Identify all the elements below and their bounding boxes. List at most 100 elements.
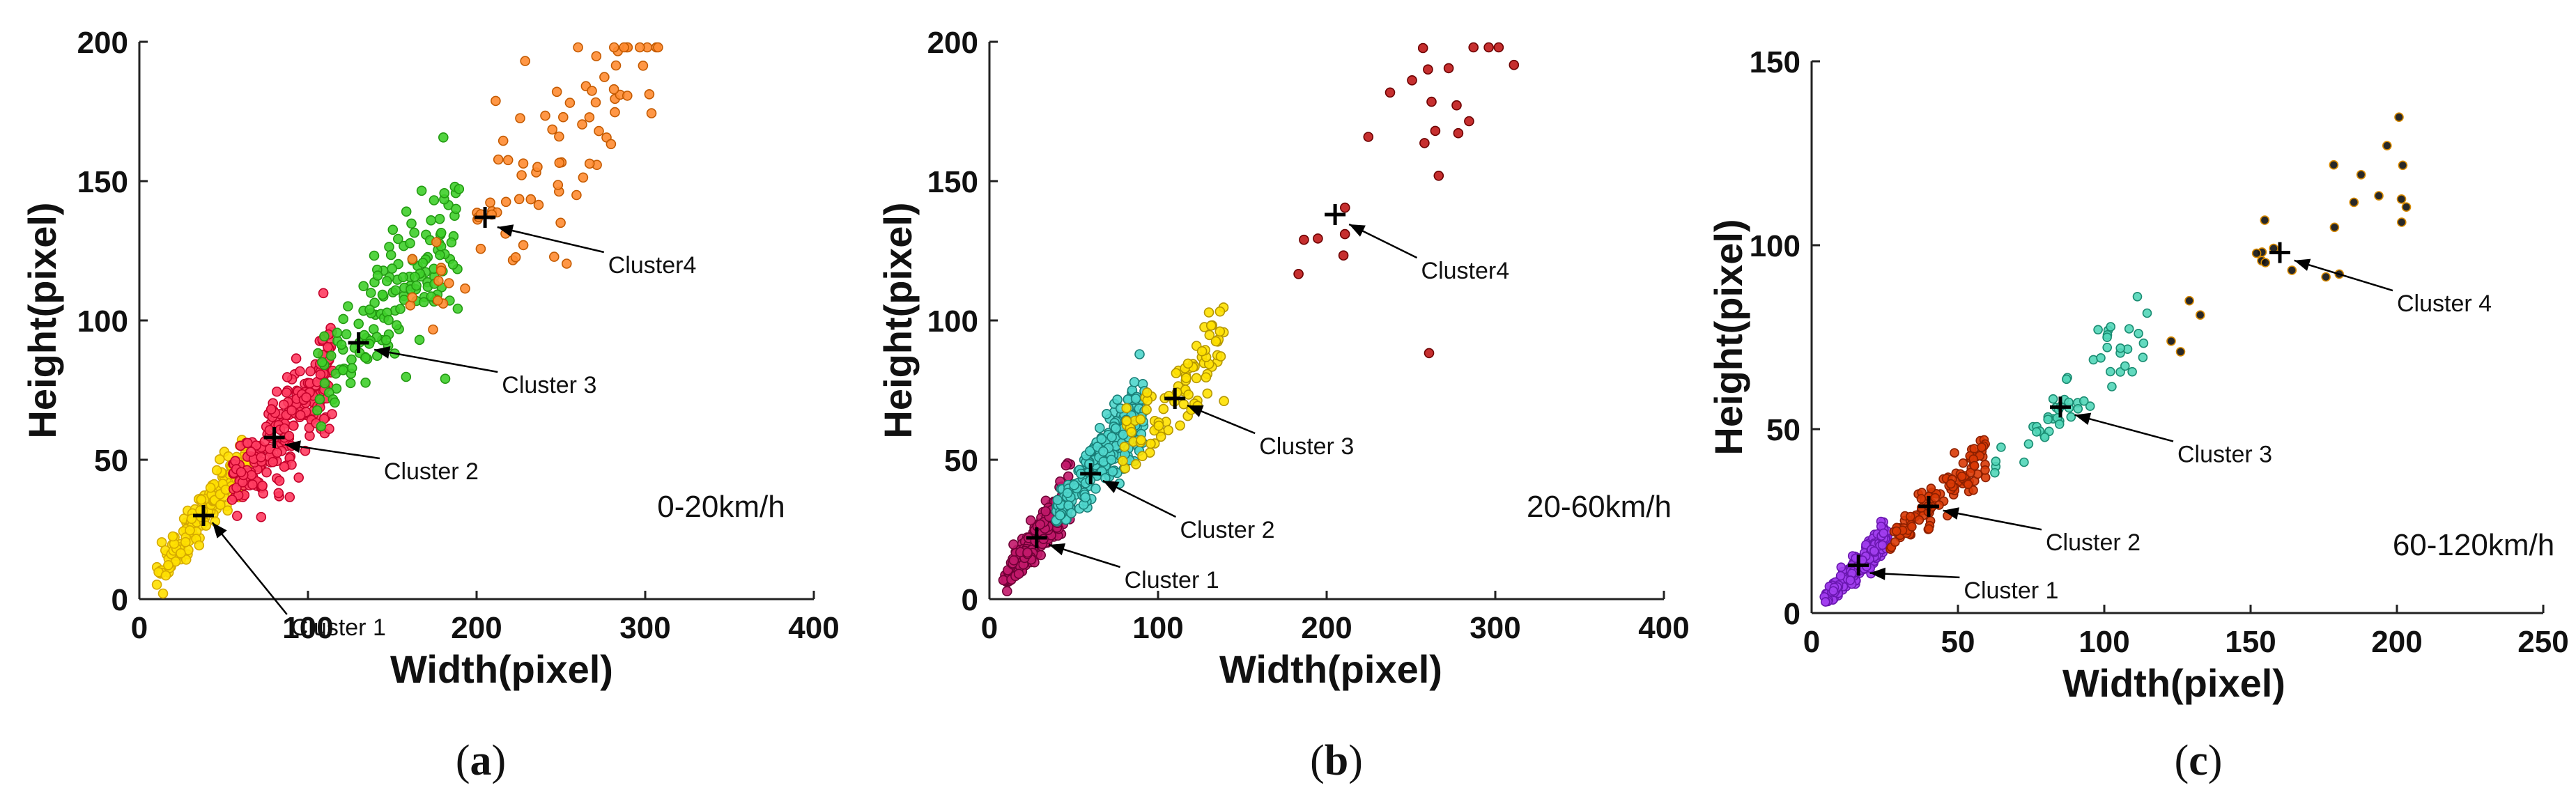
cluster-annotation: Cluster 3 bbox=[1187, 404, 1354, 460]
data-point bbox=[1163, 425, 1173, 435]
data-point bbox=[2396, 194, 2407, 204]
x-tick-label: 300 bbox=[619, 611, 670, 645]
data-point bbox=[226, 495, 238, 505]
annotation-label: Cluster4 bbox=[608, 252, 697, 279]
cluster-2-points bbox=[226, 288, 338, 522]
annotation-label: Cluster 2 bbox=[1180, 517, 1274, 543]
data-point bbox=[1130, 393, 1141, 404]
x-tick-label: 100 bbox=[282, 611, 333, 645]
data-point bbox=[2260, 258, 2270, 268]
data-point bbox=[447, 259, 458, 270]
centroid-marker bbox=[1026, 527, 1047, 548]
y-axis-label: Height(pixel) bbox=[876, 202, 920, 438]
data-point bbox=[1468, 42, 1479, 53]
data-point bbox=[2085, 401, 2095, 411]
y-tick-label: 150 bbox=[77, 165, 128, 199]
data-point bbox=[1293, 268, 1304, 279]
cluster-annotation: Cluster 2 bbox=[1102, 479, 1275, 543]
panel-label: (a) bbox=[456, 737, 506, 784]
arrow-head bbox=[1049, 543, 1066, 556]
data-point bbox=[316, 357, 327, 368]
data-point bbox=[491, 95, 501, 107]
data-point bbox=[1142, 387, 1152, 398]
data-point bbox=[273, 488, 284, 499]
data-point bbox=[1204, 330, 1215, 341]
data-point bbox=[358, 281, 369, 292]
data-point bbox=[180, 554, 192, 565]
arrow-head bbox=[1187, 405, 1204, 417]
data-point bbox=[551, 86, 562, 98]
centroid-marker bbox=[2050, 396, 2071, 418]
x-axis-label: Width(pixel) bbox=[1219, 647, 1442, 691]
data-point bbox=[606, 139, 617, 150]
data-point bbox=[2321, 272, 2331, 282]
data-point bbox=[2043, 414, 2053, 424]
data-point bbox=[435, 265, 447, 276]
data-point bbox=[452, 303, 463, 314]
data-point bbox=[318, 288, 329, 299]
y-tick-label: 100 bbox=[927, 304, 978, 339]
data-point bbox=[428, 324, 438, 335]
data-point bbox=[398, 272, 408, 283]
data-point bbox=[429, 195, 440, 206]
data-point bbox=[1968, 485, 1978, 495]
data-point bbox=[360, 352, 371, 363]
data-point bbox=[1202, 388, 1213, 399]
centroid-marker bbox=[263, 427, 285, 448]
x-tick-label: 100 bbox=[1132, 611, 1183, 645]
data-point bbox=[1136, 435, 1146, 446]
data-point bbox=[2356, 170, 2366, 180]
data-point bbox=[564, 98, 576, 108]
x-tick-label: 300 bbox=[1470, 611, 1520, 645]
annotation-arrow bbox=[373, 348, 498, 373]
x-axis-label: Width(pixel) bbox=[390, 647, 613, 691]
x-tick-label: 100 bbox=[2078, 625, 2129, 659]
data-point bbox=[1201, 372, 1212, 383]
speed-condition-label: 20-60km/h bbox=[1527, 490, 1672, 524]
data-point bbox=[619, 42, 629, 53]
data-point bbox=[2107, 382, 2117, 392]
data-point bbox=[392, 233, 403, 245]
data-point bbox=[1026, 515, 1036, 526]
data-point bbox=[594, 125, 604, 137]
data-point bbox=[1980, 465, 1990, 475]
data-point bbox=[2329, 160, 2339, 170]
x-tick-label: 400 bbox=[788, 611, 839, 645]
data-point bbox=[416, 185, 427, 196]
data-point bbox=[498, 135, 509, 146]
data-point bbox=[214, 454, 225, 465]
data-point bbox=[211, 465, 222, 476]
data-point bbox=[1433, 171, 1444, 181]
data-point bbox=[1181, 373, 1191, 383]
annotation-label: Cluster 2 bbox=[2046, 529, 2141, 556]
data-point bbox=[446, 237, 457, 248]
data-point bbox=[1950, 448, 1959, 458]
annotation-arrow bbox=[2074, 414, 2174, 442]
data-point bbox=[515, 113, 525, 123]
data-point bbox=[291, 353, 302, 364]
data-point bbox=[1155, 431, 1166, 442]
data-point bbox=[353, 318, 364, 330]
x-tick-label: 200 bbox=[1301, 611, 1352, 645]
annotation-label: Cluster 3 bbox=[1259, 433, 1354, 460]
data-point bbox=[1040, 506, 1051, 517]
data-point bbox=[1958, 458, 1968, 468]
data-point bbox=[205, 482, 216, 493]
data-point bbox=[426, 215, 436, 226]
y-tick-label: 50 bbox=[1766, 413, 1800, 447]
data-point bbox=[407, 292, 418, 303]
data-point bbox=[520, 56, 531, 66]
y-axis-label: Height(pixel) bbox=[1706, 219, 1750, 455]
data-point bbox=[2066, 412, 2076, 422]
data-point bbox=[514, 194, 525, 205]
data-point bbox=[2102, 342, 2112, 352]
data-point bbox=[311, 405, 323, 416]
data-point bbox=[1869, 546, 1879, 556]
data-point bbox=[1215, 351, 1226, 362]
data-point bbox=[274, 475, 285, 486]
data-point bbox=[380, 334, 392, 346]
data-point bbox=[281, 372, 293, 382]
data-point bbox=[1158, 403, 1169, 414]
data-point bbox=[1877, 540, 1888, 550]
y-tick-label: 100 bbox=[77, 304, 128, 339]
